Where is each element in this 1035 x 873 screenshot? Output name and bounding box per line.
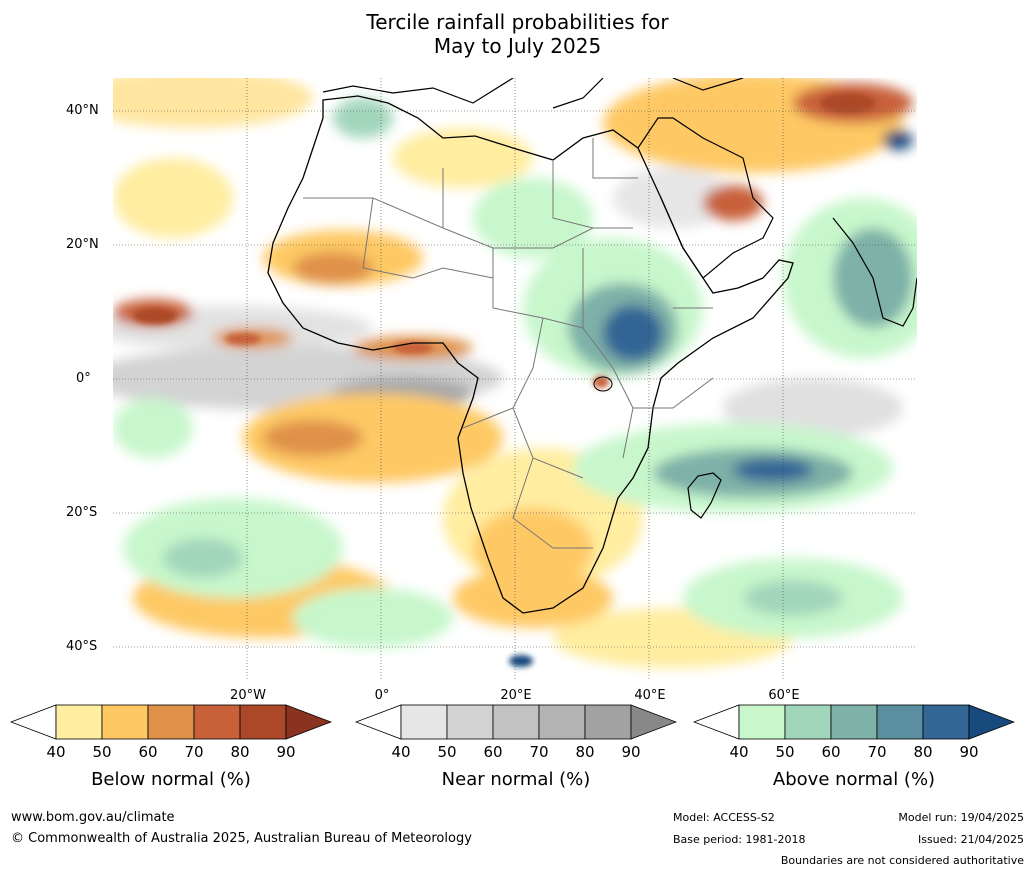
near-tick-40: 40	[391, 743, 411, 761]
lon-label-0: 0°	[374, 688, 390, 703]
below-tick-60: 60	[138, 743, 158, 761]
lon-label-20e: 20°E	[500, 688, 532, 703]
colorbar-segment	[876, 704, 924, 740]
below-normal-title: Below normal (%)	[91, 769, 251, 790]
near-tick-70: 70	[529, 743, 549, 761]
lon-label-60e: 60°E	[768, 688, 800, 703]
colorbar-segment	[400, 704, 448, 740]
near-tick-60: 60	[483, 743, 503, 761]
below-tick-80: 80	[230, 743, 250, 761]
near-normal-title: Near normal (%)	[441, 769, 591, 790]
arabia-coastline	[637, 117, 774, 279]
colorbar-max-arrow	[968, 704, 1015, 740]
above-tick-80: 80	[913, 743, 933, 761]
madagascar-coastline	[687, 472, 722, 519]
colorbar-near-normal	[355, 704, 677, 740]
colorbar-segment	[55, 704, 103, 740]
colorbar-segment	[239, 704, 287, 740]
colorbar-segment	[830, 704, 878, 740]
above-tick-60: 60	[821, 743, 841, 761]
footer-model-run: Model run: 19/04/2025	[898, 811, 1024, 824]
india-coastline	[832, 217, 917, 327]
lat-label-40n: 40°N	[66, 103, 99, 118]
footer-model: Model: ACCESS-S2	[673, 811, 775, 824]
title-line-2: May to July 2025	[433, 34, 602, 58]
lon-label-20w: 20°W	[230, 688, 266, 703]
lon-label-40e: 40°E	[634, 688, 666, 703]
below-tick-70: 70	[184, 743, 204, 761]
colorbar-segment	[193, 704, 241, 740]
above-tick-40: 40	[729, 743, 749, 761]
above-tick-50: 50	[775, 743, 795, 761]
above-normal-title: Above normal (%)	[772, 769, 936, 790]
above-tick-70: 70	[867, 743, 887, 761]
footer-copyright: © Commonwealth of Australia 2025, Austra…	[11, 831, 472, 846]
colorbar-segment	[922, 704, 970, 740]
colorbar-min-arrow	[355, 704, 402, 740]
lat-label-40s: 40°S	[66, 639, 98, 654]
colorbar-segment	[784, 704, 832, 740]
lat-label-20n: 20°N	[66, 237, 99, 252]
colorbar-below-normal	[10, 704, 332, 740]
colorbar-above-normal	[693, 704, 1015, 740]
above-tick-90: 90	[959, 743, 979, 761]
colorbar-segment	[538, 704, 586, 740]
footer-disclaimer: Boundaries are not considered authoritat…	[780, 854, 1024, 867]
colorbar-min-arrow	[693, 704, 740, 740]
colorbar-segment	[101, 704, 149, 740]
colorbar-min-arrow	[10, 704, 57, 740]
footer-base-period: Base period: 1981-2018	[673, 833, 806, 846]
colorbar-segment	[446, 704, 494, 740]
rainfall-map[interactable]	[113, 78, 917, 681]
footer-website: www.bom.gov.au/climate	[11, 810, 175, 825]
colorbar-segment	[492, 704, 540, 740]
map-title: Tercile rainfall probabilities for May t…	[0, 10, 1035, 58]
africa-coastline	[267, 95, 794, 614]
near-tick-80: 80	[575, 743, 595, 761]
colorbar-max-arrow	[630, 704, 677, 740]
below-tick-50: 50	[92, 743, 112, 761]
title-line-1: Tercile rainfall probabilities for	[366, 10, 669, 34]
country-borders	[303, 138, 714, 549]
lat-label-20s: 20°S	[66, 505, 98, 520]
below-tick-90: 90	[276, 743, 296, 761]
footer-issued: Issued: 21/04/2025	[917, 833, 1024, 846]
colorbar-segment	[738, 704, 786, 740]
colorbar-max-arrow	[285, 704, 332, 740]
below-tick-40: 40	[46, 743, 66, 761]
colorbar-segment	[147, 704, 195, 740]
near-tick-50: 50	[437, 743, 457, 761]
near-tick-90: 90	[621, 743, 641, 761]
lake-victoria	[593, 376, 613, 392]
lat-label-0: 0°	[76, 371, 91, 386]
europe-coastline	[322, 78, 744, 109]
map-canvas	[113, 78, 917, 681]
colorbar-segment	[584, 704, 632, 740]
